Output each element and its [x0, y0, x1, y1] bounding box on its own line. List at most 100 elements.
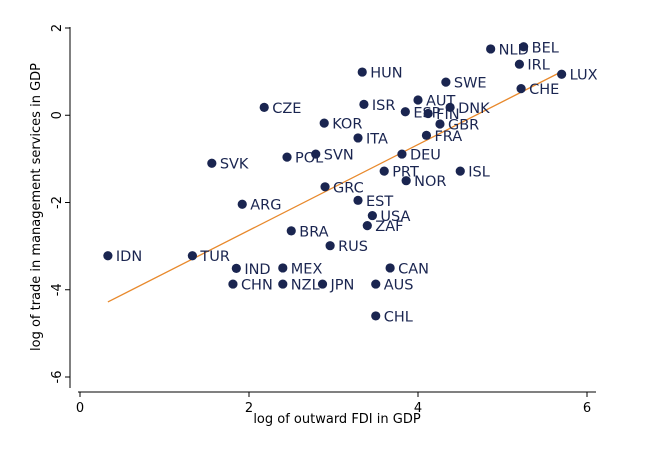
point-label: USA — [380, 209, 410, 225]
point-marker — [516, 84, 526, 94]
data-point-bel: BEL — [519, 40, 559, 56]
point-marker — [455, 166, 465, 176]
point-marker — [385, 263, 395, 273]
data-point-swe: SWE — [441, 76, 487, 92]
data-point-nzl: NZL — [278, 278, 320, 294]
point-label: MEX — [291, 261, 323, 277]
point-marker — [401, 176, 411, 186]
point-label: FIN — [436, 107, 459, 123]
point-label: EST — [366, 194, 393, 210]
point-marker — [237, 199, 247, 209]
data-point-isr: ISR — [359, 98, 395, 114]
y-tick-label: 0 — [50, 111, 65, 119]
point-label: PRT — [392, 165, 419, 181]
data-point-ind: IND — [231, 262, 271, 278]
point-label: DEU — [410, 148, 441, 164]
data-point-chn: CHN — [228, 278, 273, 294]
point-marker — [421, 130, 432, 140]
point-label: IDN — [116, 249, 142, 265]
point-label: ITA — [366, 131, 388, 147]
point-label: ISL — [468, 165, 490, 181]
point-marker — [320, 182, 330, 192]
point-marker — [278, 263, 288, 273]
point-label: ARG — [250, 198, 281, 214]
point-marker — [359, 99, 369, 109]
point-label: RUS — [338, 239, 368, 255]
point-marker — [367, 210, 377, 221]
data-point-svk: SVK — [207, 157, 249, 173]
point-marker — [514, 59, 525, 69]
data-point-nor: NOR — [401, 174, 447, 190]
point-marker — [353, 133, 363, 143]
point-marker — [317, 279, 328, 289]
point-label: AUS — [384, 278, 414, 294]
data-point-dnk: DNK — [445, 101, 490, 117]
point-marker — [231, 263, 241, 273]
data-point-isl: ISL — [455, 165, 490, 181]
data-point-jpn: JPN — [317, 278, 354, 294]
point-marker — [413, 95, 423, 105]
point-label: CHE — [529, 82, 559, 98]
point-marker — [445, 102, 455, 112]
y-axis-title: log of trade in management services in G… — [29, 63, 44, 351]
point-label: LUX — [570, 68, 598, 84]
point-marker — [371, 311, 381, 321]
point-marker — [519, 42, 529, 52]
data-point-deu: DEU — [397, 148, 441, 164]
point-marker — [357, 67, 367, 77]
point-marker — [423, 108, 433, 119]
data-point-zaf: ZAF — [362, 219, 404, 235]
point-label: KOR — [332, 117, 362, 133]
point-marker — [286, 226, 296, 236]
y-tick-label: -6 — [50, 371, 65, 384]
data-point-can: CAN — [385, 261, 429, 277]
point-marker — [486, 44, 496, 54]
point-label: GRC — [333, 180, 364, 196]
data-point-cze: CZE — [259, 101, 301, 117]
point-label: NZL — [291, 278, 320, 294]
data-point-idn: IDN — [103, 249, 142, 265]
y-tick-label: 2 — [50, 24, 65, 32]
data-point-lux: LUX — [557, 68, 598, 84]
point-marker — [362, 221, 372, 231]
point-label: SWE — [454, 76, 487, 92]
point-marker — [282, 152, 292, 162]
point-label: NLD — [499, 42, 529, 58]
point-marker — [207, 158, 217, 168]
point-marker — [353, 195, 363, 205]
point-marker — [435, 119, 445, 129]
point-label: NOR — [414, 174, 446, 190]
x-tick-label: 4 — [414, 401, 422, 416]
y-tick-label: -4 — [50, 283, 65, 296]
point-label: SVK — [220, 157, 249, 173]
point-marker — [400, 107, 410, 117]
point-marker — [187, 251, 197, 261]
point-label: ZAF — [375, 219, 403, 235]
point-label: CAN — [398, 261, 429, 277]
y-axis-ticks: -6 -4 -2 0 2 — [50, 24, 70, 384]
point-label: CHN — [241, 278, 273, 294]
point-marker — [325, 241, 335, 251]
point-marker — [557, 69, 567, 79]
point-label: GBR — [448, 117, 479, 133]
data-point-prt: PRT — [379, 165, 419, 181]
data-points: BELNLDIRLLUXCHEHUNSWEAUTDNKISRESPFINGBRC… — [103, 40, 598, 325]
data-point-ita: ITA — [353, 131, 388, 147]
data-point-mex: MEX — [278, 261, 322, 277]
point-marker — [397, 149, 407, 159]
data-point-hun: HUN — [357, 66, 403, 82]
x-tick-label: 0 — [76, 401, 84, 416]
point-marker — [228, 279, 238, 289]
data-point-usa: USA — [367, 209, 410, 225]
point-marker — [379, 166, 389, 176]
x-tick-label: 6 — [583, 401, 591, 416]
data-point-grc: GRC — [320, 180, 364, 196]
point-marker — [311, 149, 321, 159]
data-point-kor: KOR — [319, 117, 362, 133]
point-marker — [278, 279, 288, 289]
data-point-aus: AUS — [371, 278, 414, 294]
data-point-nld: NLD — [486, 42, 529, 58]
point-marker — [371, 279, 381, 289]
data-point-fra: FRA — [421, 129, 462, 145]
